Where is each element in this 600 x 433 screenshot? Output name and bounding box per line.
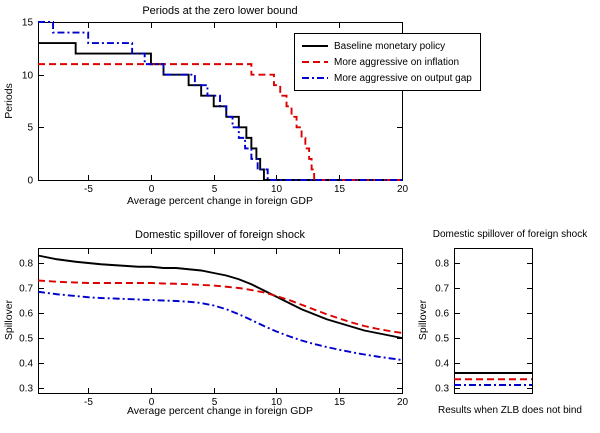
zlb-periods-chart-canvas [0,0,480,212]
no-zlb-chart-xlabel: Results when ZLB does not bind [438,405,582,416]
spillover-chart-canvas [0,226,480,433]
legend: Baseline monetary policy More aggressive… [294,33,481,91]
legend-label-baseline: Baseline monetary policy [334,40,446,52]
zlb-chart-xlabel: Average percent change in foreign GDP [126,195,313,207]
dashdot-line-icon [302,77,328,79]
zlb-chart-ylabel: Periods [3,83,15,119]
legend-label-inflation: More aggressive on inflation [334,56,460,68]
legend-item-baseline: Baseline monetary policy [302,38,472,54]
no-zlb-chart-title: Domestic spillover of foreign shock [432,229,588,240]
dashed-line-icon [302,61,328,63]
spillover-chart-title: Domestic spillover of foreign shock [135,229,305,241]
solid-line-icon [302,45,328,47]
legend-item-output-gap: More aggressive on output gap [302,70,472,86]
spillover-chart-xlabel: Average percent change in foreign GDP [126,405,313,417]
legend-item-inflation: More aggressive on inflation [302,54,472,70]
no-zlb-chart-ylabel: Spillover [417,299,429,341]
legend-label-output-gap: More aggressive on output gap [334,72,472,84]
spillover-chart-ylabel: Spillover [3,299,15,341]
no-zlb-chart-canvas [420,226,600,433]
zlb-chart-title: Periods at the zero lower bound [142,5,298,17]
